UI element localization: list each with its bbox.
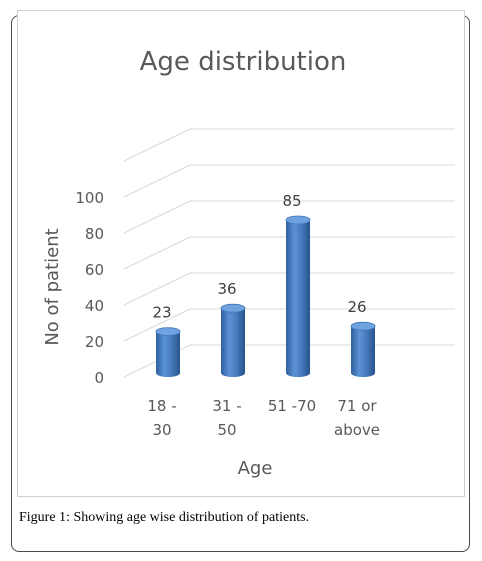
figure-caption: Figure 1: Showing age wise distribution … <box>19 510 459 526</box>
bar <box>285 215 311 377</box>
bar <box>220 303 246 377</box>
y-tick-label: 40 <box>85 297 104 315</box>
bar-top <box>350 321 376 331</box>
caption-text: Showing age wise distribution of patient… <box>73 510 310 525</box>
gridline-diagonal <box>123 272 191 306</box>
bar-body <box>221 308 245 377</box>
y-tick-label: 80 <box>85 225 104 243</box>
y-axis-label: No of patient <box>42 228 63 345</box>
x-tick-label: 50 <box>217 421 236 439</box>
x-axis-label: Age <box>238 458 273 479</box>
bar-body <box>351 326 375 377</box>
data-label: 23 <box>152 304 171 322</box>
y-tick-label: 20 <box>85 333 104 351</box>
bar-body <box>286 220 310 377</box>
chart-panel <box>17 10 465 497</box>
gridline-diagonal <box>123 236 191 270</box>
x-tick-label: 71 or <box>337 397 377 415</box>
data-label: 26 <box>347 298 366 316</box>
x-tick-label: 51 -70 <box>268 397 316 415</box>
x-tick-label: above <box>334 421 380 439</box>
y-tick-label: 100 <box>75 189 104 207</box>
gridline-diagonal <box>123 200 191 234</box>
bar-top <box>220 303 246 313</box>
x-tick-label: 30 <box>152 421 171 439</box>
bar-top <box>285 215 311 225</box>
x-tick-label: 31 - <box>212 397 241 415</box>
gridline-diagonal <box>123 308 191 342</box>
y-tick-label: 0 <box>94 369 104 387</box>
data-label: 36 <box>217 280 236 298</box>
bar-top <box>155 327 181 337</box>
data-label: 85 <box>282 192 301 210</box>
bar <box>155 327 181 377</box>
caption-label: Figure 1: <box>19 510 70 525</box>
y-tick-label: 60 <box>85 261 104 279</box>
gridline-diagonal <box>123 164 191 198</box>
gridline-diagonal <box>123 128 191 162</box>
x-tick-label: 18 - <box>147 397 176 415</box>
bar <box>350 321 376 377</box>
bar-body <box>156 331 180 377</box>
chart-title: Age distribution <box>140 47 347 77</box>
